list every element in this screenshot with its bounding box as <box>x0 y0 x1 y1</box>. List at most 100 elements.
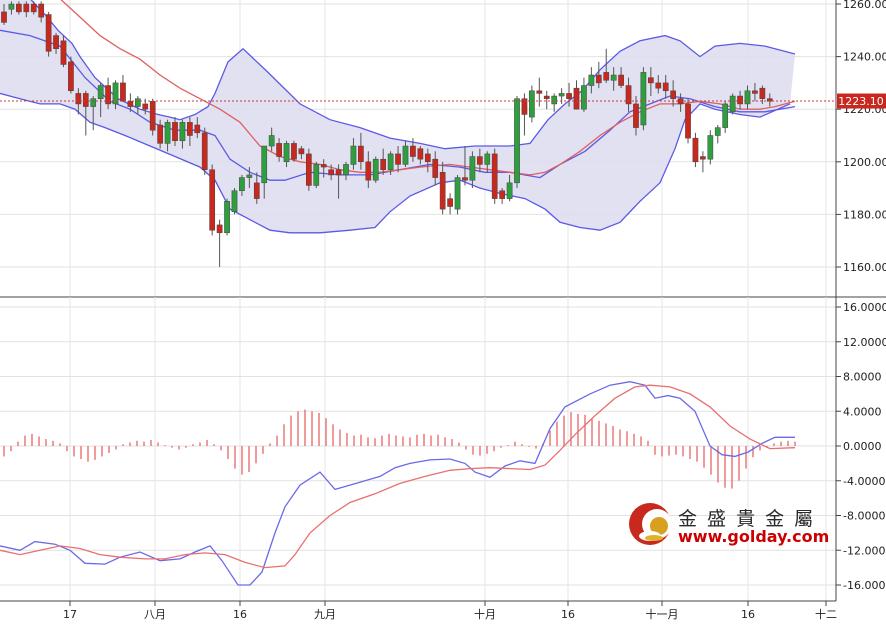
candle <box>53 32 59 54</box>
candle <box>75 88 82 115</box>
candle-body <box>395 153 401 165</box>
x-axis-ticks: 17 八月 16 九月 十月 16 十一月 16 十二 <box>63 601 837 621</box>
candle <box>573 80 580 110</box>
candle-body <box>335 169 342 176</box>
candle-body <box>149 101 156 131</box>
candle-body <box>164 122 171 144</box>
candle <box>372 156 379 183</box>
candle <box>209 164 216 236</box>
candle-body <box>506 182 513 199</box>
candle-body <box>372 158 379 181</box>
macd-axis-ticks: 16.0000 12.0000 8.0000 4.0000 0.0000 -4.0000 -… <box>836 301 886 592</box>
candle <box>491 148 498 204</box>
candle-body <box>268 135 275 147</box>
candle-body <box>759 87 766 99</box>
candle-body <box>380 158 387 170</box>
candle <box>692 132 699 168</box>
candle-body <box>1 11 7 23</box>
candle-body <box>328 169 334 176</box>
candle <box>454 174 461 215</box>
candle <box>134 96 141 115</box>
price-tick-label: 1180.00 <box>843 208 886 221</box>
candle-body <box>231 190 238 213</box>
macd-line <box>0 381 795 586</box>
candle <box>120 75 126 102</box>
candle <box>127 93 134 112</box>
candle <box>588 67 595 94</box>
candle <box>558 88 565 104</box>
candle-body <box>134 98 141 107</box>
macd-tick-label: 4.0000 <box>843 405 882 418</box>
candle <box>68 56 74 94</box>
candle-body <box>722 103 729 128</box>
candle-body <box>142 103 149 110</box>
candle <box>439 161 446 215</box>
candle <box>581 77 587 112</box>
candle-body <box>365 161 372 181</box>
candle-body <box>358 145 364 163</box>
candle-body <box>90 98 97 107</box>
candle <box>16 1 22 15</box>
candle-body <box>53 35 59 49</box>
candle-body <box>610 74 617 81</box>
candle <box>291 140 297 162</box>
candle <box>335 164 342 199</box>
candle <box>647 67 654 97</box>
candle <box>752 82 758 102</box>
candle <box>625 77 632 112</box>
candle <box>536 77 543 107</box>
candle-body <box>729 95 736 113</box>
candle <box>595 61 602 89</box>
candle-body <box>82 93 89 107</box>
candle-body <box>343 164 349 176</box>
candle <box>729 93 736 115</box>
candle <box>462 146 468 186</box>
watermark-company-name: 金 盛 貴 金 屬 <box>678 508 815 530</box>
candle-body <box>647 77 654 84</box>
candle-body <box>752 90 758 94</box>
candle <box>172 117 178 147</box>
x-tick-label: 十一月 <box>646 607 679 621</box>
macd-tick-label: -16.0000 <box>843 579 886 592</box>
candle-body <box>692 137 699 163</box>
candle <box>149 98 156 136</box>
candle <box>566 82 572 107</box>
candle <box>603 48 610 83</box>
candle <box>164 119 171 152</box>
candle <box>298 146 305 160</box>
candle-body <box>253 182 260 199</box>
candle <box>410 138 416 162</box>
candle-body <box>625 85 632 105</box>
candle <box>194 117 201 139</box>
candle <box>45 11 52 57</box>
candle <box>201 127 208 175</box>
candle-body <box>30 3 37 13</box>
candle-body <box>60 40 67 65</box>
candle <box>350 138 357 170</box>
candle-body <box>499 190 505 199</box>
candle-body <box>194 124 201 134</box>
candle-body <box>283 143 290 163</box>
candle <box>380 148 387 175</box>
macd-panel <box>0 297 836 601</box>
x-tick-label: 八月 <box>144 608 166 621</box>
candle <box>216 219 223 267</box>
candle <box>231 188 238 215</box>
candle <box>97 82 104 118</box>
candle <box>402 140 409 168</box>
candle <box>268 127 275 152</box>
candle-body <box>432 158 439 178</box>
candle <box>432 151 439 186</box>
candle <box>90 96 97 131</box>
x-tick-label: 16 <box>741 608 755 621</box>
candle-body <box>105 85 111 105</box>
x-tick-label: 16 <box>233 608 247 621</box>
candle <box>529 85 535 123</box>
macd-gridlines <box>0 306 836 586</box>
candle-body <box>320 164 327 168</box>
candle-body <box>120 82 126 102</box>
candle <box>105 77 111 110</box>
candle-body <box>246 174 253 178</box>
candle <box>700 151 706 173</box>
candle <box>157 119 163 149</box>
